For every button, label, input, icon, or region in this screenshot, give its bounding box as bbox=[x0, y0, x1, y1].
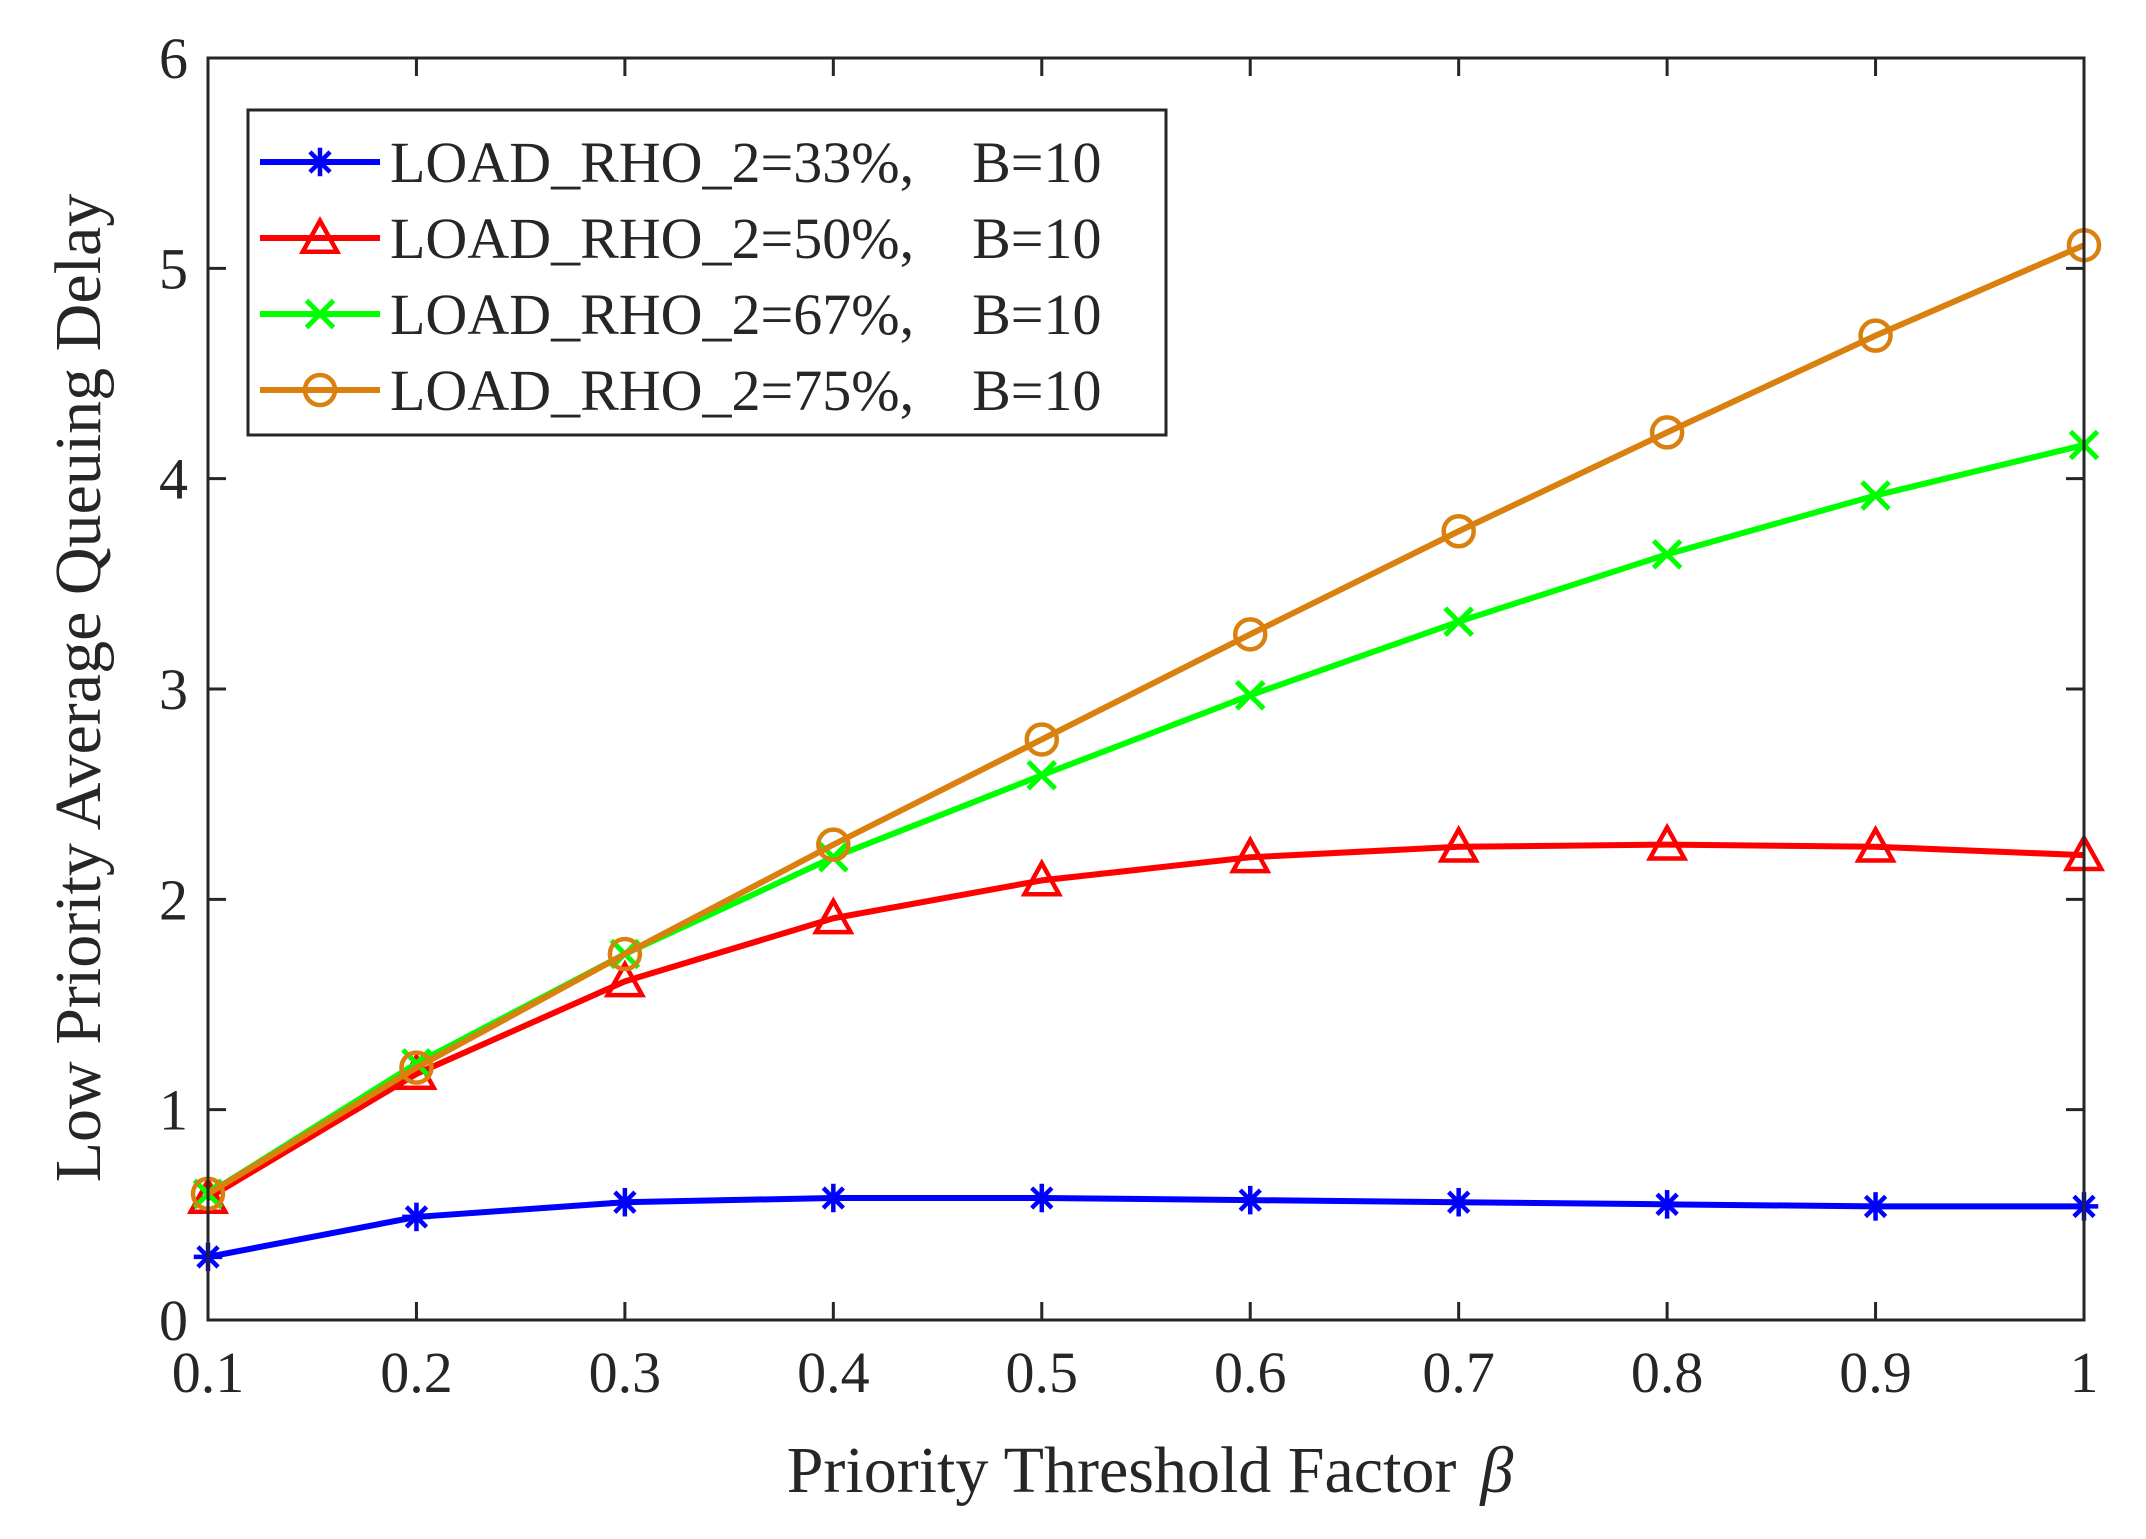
asterisk-marker-stroke bbox=[1863, 1194, 1888, 1219]
asterisk-marker-stroke bbox=[1446, 1190, 1471, 1214]
legend-item: LOAD_RHO_2=50%, B=10 bbox=[260, 206, 1101, 271]
x-marker-stroke bbox=[1443, 606, 1474, 637]
x-marker-stroke bbox=[304, 298, 336, 330]
circle-marker bbox=[302, 372, 338, 408]
series-1 bbox=[193, 1183, 2099, 1272]
x-tick-label: 0.8 bbox=[1631, 1340, 1704, 1405]
x-marker bbox=[1234, 680, 1266, 711]
x-marker-stroke bbox=[1026, 759, 1058, 791]
x-marker-stroke bbox=[1860, 480, 1891, 511]
circle-marker bbox=[1024, 722, 1060, 757]
asterisk-marker bbox=[819, 1183, 848, 1213]
beta-symbol: β bbox=[1478, 1434, 1513, 1507]
asterisk-marker-stroke bbox=[1030, 1186, 1054, 1210]
asterisk-marker-stroke bbox=[1655, 1192, 1679, 1216]
asterisk-marker bbox=[402, 1202, 431, 1232]
x-tick-label: 0.1 bbox=[172, 1340, 245, 1405]
x-tick-label: 0.9 bbox=[1839, 1340, 1912, 1405]
triangle-marker bbox=[298, 216, 342, 255]
x-marker-stroke bbox=[1651, 539, 1683, 570]
y-tick-label: 3 bbox=[159, 657, 188, 722]
triangle-marker bbox=[1854, 824, 1897, 863]
x-marker bbox=[304, 298, 336, 330]
x-tick-label: 0.6 bbox=[1214, 1340, 1287, 1405]
asterisk-marker bbox=[1652, 1190, 1682, 1219]
circle-marker bbox=[399, 1050, 434, 1085]
asterisk-marker bbox=[1235, 1185, 1265, 1215]
legend-label: LOAD_RHO_2=50%, B=10 bbox=[390, 206, 1101, 271]
legend: LOAD_RHO_2=33%, B=10 LOAD_RHO_2=50%, B=10… bbox=[246, 108, 1168, 437]
ticks-layer: 0.1 0.2 0.3 0.4 0.5 0.6 0.7 0.8 0.9 1 0 1 2 3 4 5 6 bbox=[159, 26, 2099, 1405]
circle-marker bbox=[1858, 318, 1893, 353]
circle-marker bbox=[607, 936, 643, 972]
triangle-marker bbox=[1646, 822, 1689, 861]
y-tick-label: 4 bbox=[159, 447, 188, 512]
asterisk-marker-stroke bbox=[613, 1190, 637, 1214]
x-axis-label: Priority Threshold Factor β bbox=[787, 1434, 1514, 1507]
legend-box bbox=[246, 108, 1168, 437]
y-axis-label: Low Priority Average Queuing Delay bbox=[42, 194, 115, 1183]
y-tick-label: 1 bbox=[159, 1078, 188, 1143]
legend-label: LOAD_RHO_2=33%, B=10 bbox=[390, 130, 1101, 195]
triangle-marker bbox=[1229, 835, 1272, 874]
asterisk-marker bbox=[1444, 1187, 1473, 1217]
triangle-marker bbox=[603, 959, 646, 998]
asterisk-marker bbox=[610, 1187, 640, 1217]
asterisk-marker-stroke bbox=[308, 150, 332, 174]
x-marker bbox=[1860, 480, 1891, 511]
x-tick-label: 0.3 bbox=[589, 1340, 662, 1405]
x-tick-label: 0.2 bbox=[380, 1340, 453, 1405]
y-tick-label: 6 bbox=[159, 26, 188, 91]
legend-item: LOAD_RHO_2=75%, B=10 bbox=[260, 358, 1101, 423]
x-marker-stroke bbox=[1234, 680, 1266, 711]
x-marker bbox=[1651, 539, 1683, 570]
legend-item: LOAD_RHO_2=33%, B=10 bbox=[260, 130, 1101, 195]
asterisk-marker bbox=[1861, 1192, 1890, 1221]
asterisk-marker bbox=[1027, 1183, 1057, 1213]
y-tick-label: 0 bbox=[159, 1288, 188, 1353]
x-tick-label: 0.4 bbox=[797, 1340, 870, 1405]
series-line bbox=[206, 242, 2086, 1197]
asterisk-marker-stroke bbox=[1238, 1188, 1262, 1212]
x-marker bbox=[1026, 759, 1058, 791]
circle-marker bbox=[816, 827, 851, 862]
asterisk-marker bbox=[305, 147, 335, 177]
circle-marker bbox=[1441, 514, 1476, 549]
triangle-marker bbox=[1020, 858, 1063, 897]
series-line bbox=[207, 1195, 2084, 1260]
legend-item: LOAD_RHO_2=67%, B=10 bbox=[260, 282, 1101, 347]
series-line bbox=[206, 841, 2085, 1201]
triangle-marker bbox=[812, 896, 855, 935]
y-tick-label: 2 bbox=[159, 867, 188, 932]
circle-marker bbox=[1232, 617, 1268, 652]
x-tick-label: 0.5 bbox=[1006, 1340, 1079, 1405]
x-axis-label-text: Priority Threshold Factor bbox=[787, 1434, 1457, 1507]
legend-label: LOAD_RHO_2=67%, B=10 bbox=[390, 282, 1101, 347]
x-tick-label: 0.7 bbox=[1422, 1340, 1495, 1405]
asterisk-marker-stroke bbox=[821, 1186, 846, 1210]
y-tick-label: 5 bbox=[159, 236, 188, 301]
legend-label: LOAD_RHO_2=75%, B=10 bbox=[390, 358, 1101, 423]
circle-marker bbox=[1649, 415, 1685, 450]
x-marker-stroke bbox=[818, 841, 849, 873]
triangle-marker bbox=[1437, 824, 1480, 863]
x-tick-label: 1 bbox=[2070, 1340, 2099, 1405]
x-marker bbox=[1443, 606, 1474, 637]
asterisk-marker-stroke bbox=[404, 1205, 429, 1229]
series-4 bbox=[190, 227, 2102, 1212]
